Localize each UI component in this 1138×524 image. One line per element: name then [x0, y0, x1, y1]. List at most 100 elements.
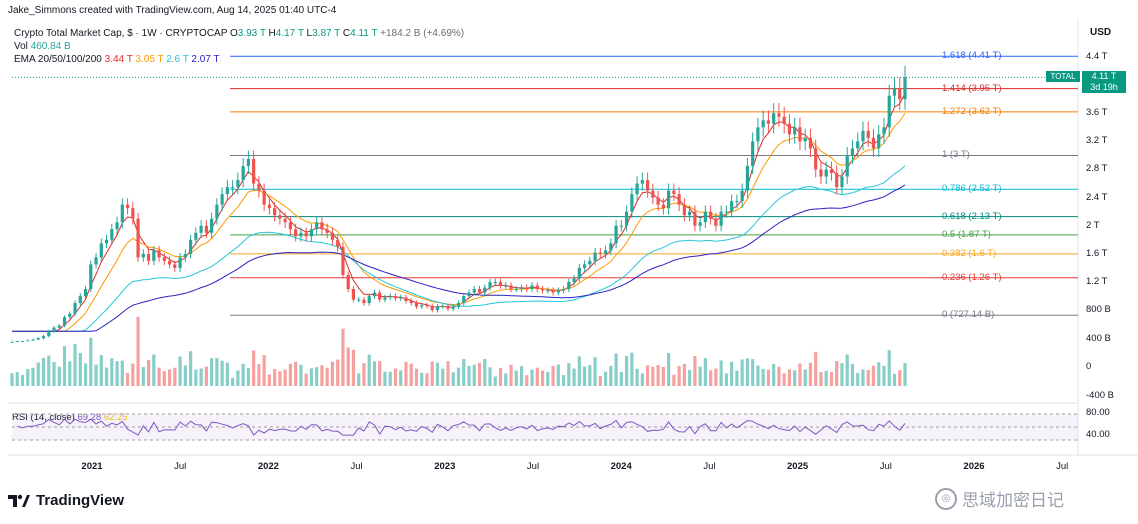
volume-bar	[624, 355, 629, 386]
candle-body	[640, 180, 644, 184]
candle-body	[388, 296, 392, 298]
candle-body	[887, 95, 891, 128]
candle-body	[378, 292, 382, 300]
candle-body	[514, 289, 518, 291]
volume-bar	[598, 376, 602, 386]
price-axis-unit[interactable]: USD	[1090, 27, 1112, 38]
volume-bar	[414, 368, 419, 386]
volume-bar	[399, 370, 403, 386]
volume-bar	[667, 353, 671, 386]
candle-body	[525, 287, 529, 290]
candle-body	[504, 285, 508, 287]
candle-body	[414, 303, 419, 307]
candle-body	[845, 155, 849, 177]
candle-body	[703, 211, 707, 223]
candle-body	[672, 190, 676, 195]
tradingview-logo[interactable]: TradingView	[8, 492, 124, 509]
volume-bar	[756, 365, 760, 386]
volume-tick: -400 B	[1086, 389, 1114, 401]
volume-bar	[309, 368, 314, 386]
volume-bar	[393, 368, 398, 386]
volume-bar	[262, 355, 266, 386]
candle-body	[273, 208, 277, 216]
fib-label: 0.236 (1.26 T)	[942, 271, 1002, 283]
candle-body	[320, 222, 324, 230]
candle-body	[189, 239, 193, 254]
volume-bar	[798, 363, 802, 386]
candle-body	[262, 190, 266, 205]
volume-row[interactable]: Vol 460.84 B	[14, 40, 464, 53]
volume-bar	[194, 369, 198, 386]
ema-value: 3.44 T	[104, 54, 133, 65]
volume-bar	[567, 363, 571, 386]
candle-body	[609, 243, 613, 251]
volume-bar	[325, 367, 329, 386]
volume-bar	[787, 369, 792, 386]
ema-value: 2.07 T	[188, 54, 220, 65]
volume-bar	[430, 361, 434, 386]
rsi-legend[interactable]: RSI (14, close) 69.28 62.25	[12, 412, 128, 423]
candle-body	[877, 134, 881, 149]
candle-body	[220, 194, 224, 205]
time-tick: Jul	[174, 461, 187, 472]
volume-bar	[41, 357, 46, 386]
candle-body	[288, 222, 293, 230]
volume-bar	[803, 369, 807, 386]
candle-body	[651, 190, 655, 198]
candle-body	[714, 218, 718, 226]
candle-body	[367, 296, 371, 304]
volume-bar	[845, 354, 849, 386]
volume-tick: 0	[1086, 361, 1092, 372]
volume-bar	[651, 366, 655, 386]
volume-bar	[688, 369, 692, 386]
volume-bar	[656, 365, 660, 386]
symbol-row[interactable]: Crypto Total Market Cap, $ · 1W · CRYPTO…	[14, 27, 464, 40]
candle-body	[231, 187, 235, 189]
time-tick: 2024	[610, 461, 632, 472]
price-tick: 2.4 T	[1086, 191, 1108, 203]
candle-body	[57, 325, 61, 328]
volume-bar	[15, 372, 19, 386]
volume-bar	[514, 370, 518, 386]
volume-bar	[231, 378, 235, 386]
volume-bar	[173, 367, 177, 386]
volume-bar	[898, 370, 902, 386]
candle-body	[89, 264, 93, 290]
volume-bar	[125, 372, 130, 386]
candle-body	[52, 327, 56, 332]
candle-body	[698, 222, 702, 226]
volume-bar	[735, 370, 739, 386]
volume-bar	[714, 368, 718, 386]
volume-bar	[57, 366, 61, 386]
volume-bar	[887, 350, 891, 386]
volume-bar	[745, 358, 750, 386]
candle-body	[735, 201, 739, 203]
candle-body	[693, 211, 697, 226]
volume-bar	[556, 364, 560, 386]
candle-body	[856, 141, 860, 149]
candle-body	[740, 190, 744, 202]
volume-bar	[299, 364, 303, 386]
candle-body	[351, 289, 356, 300]
fib-label: 1.414 (3.95 T)	[942, 82, 1002, 94]
candle-body	[215, 204, 219, 219]
ema-row[interactable]: EMA 20/50/100/200 3.44 T 3.05 T 2.6 T 2.…	[14, 53, 464, 66]
candle-body	[724, 211, 728, 213]
volume-bar	[409, 363, 413, 386]
volume-bar	[273, 369, 277, 386]
price-tag: 4.11 T	[1082, 71, 1126, 82]
volume-bar	[115, 361, 119, 386]
candle-body	[756, 127, 760, 142]
candle-body	[772, 113, 776, 124]
candle-body	[814, 148, 818, 170]
candle-body	[120, 204, 124, 223]
candle-body	[278, 215, 282, 219]
candle-body	[488, 282, 492, 288]
candle-body	[598, 252, 602, 254]
volume-bar	[367, 354, 371, 386]
candle-body	[146, 253, 151, 261]
volume-bar	[819, 372, 823, 386]
ema-label: EMA 20/50/100/200	[14, 54, 102, 65]
volume-bar	[551, 365, 555, 386]
